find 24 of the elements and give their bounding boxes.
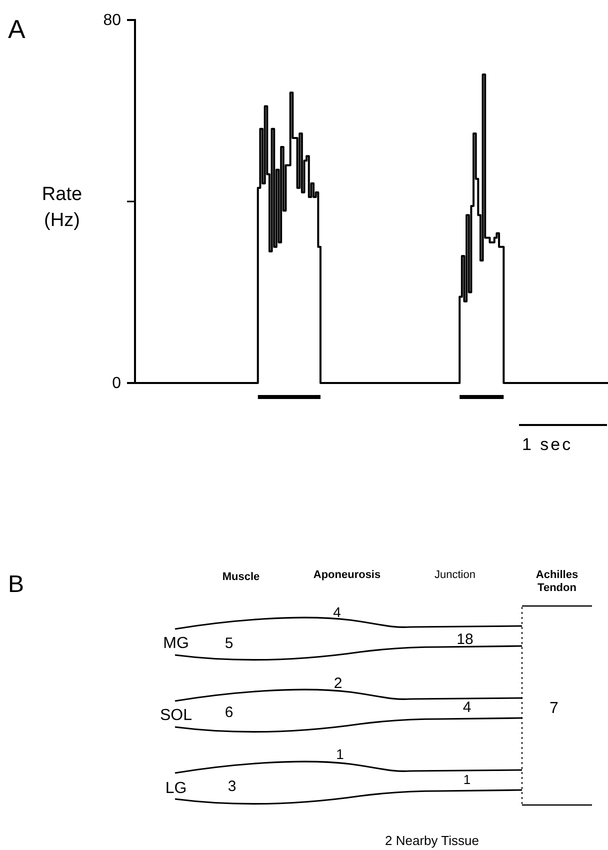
text: 1 — [463, 772, 471, 787]
text: LG — [165, 780, 187, 797]
text: 18 — [456, 631, 474, 648]
chart-title: A — [8, 14, 26, 44]
y-axis-title: Rate (Hz) — [42, 184, 82, 231]
text: MG — [163, 635, 189, 652]
text: Muscle — [222, 571, 260, 583]
text: 4 — [462, 699, 472, 716]
text: 2 Nearby Tissue — [385, 833, 479, 848]
text: 7 — [550, 700, 559, 717]
text: Achilles Tendon — [536, 569, 578, 594]
text: 2 — [334, 675, 342, 692]
text: B — [8, 571, 24, 598]
text: 5 — [224, 635, 234, 652]
text: SOL — [160, 707, 192, 724]
text: 3 — [228, 778, 236, 795]
y-tick-label: 0 — [112, 375, 122, 392]
y-tick-label: 80 — [103, 12, 122, 30]
text: 1 sec — [522, 435, 573, 454]
text: 1 — [336, 746, 344, 762]
text: 4 — [333, 604, 342, 620]
text: 6 — [224, 704, 234, 721]
text: Junction — [434, 569, 476, 581]
text: Aponeurosis — [313, 569, 381, 581]
